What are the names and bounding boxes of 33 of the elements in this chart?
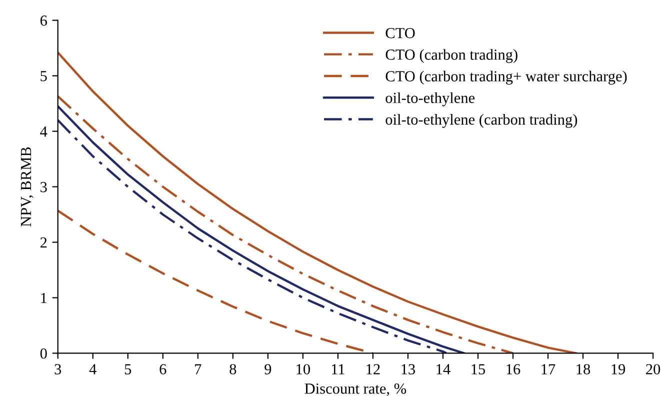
y-axis-title: NPV, BRMB [20,147,34,227]
legend-label: CTO [386,28,415,38]
y-tick-label: 4 [40,126,48,137]
x-tick-label: 12 [366,364,380,374]
x-tick-label: 8 [230,364,236,374]
x-tick-label: 9 [264,364,272,374]
x-tick-label: 17 [542,364,556,374]
legend-label: CTO (carbon trading) [386,49,518,63]
x-tick-label: 18 [576,364,590,374]
x-axis-title: Discount rate, % [304,383,406,396]
y-tick-label: 6 [40,15,47,26]
line-series [58,210,374,354]
x-tick-label: 7 [195,364,202,374]
x-tick-label: 5 [124,364,132,374]
x-tick-label: 19 [612,364,626,374]
y-tick-label: 3 [40,182,47,192]
y-tick-label: 1 [41,292,47,304]
y-tick-label: 0 [40,348,47,359]
x-tick-label: 3 [54,364,62,374]
legend-label: oil-to-ethylene (carbon trading) [386,114,578,128]
x-tick-label: 14 [436,364,450,374]
y-tick-label: 2 [40,237,47,248]
x-tick-label: 20 [646,364,660,374]
x-tick-label: 15 [472,364,486,374]
x-tick-label: 4 [89,364,96,374]
legend-label: CTO (carbon trading+ water surcharge) [386,70,627,85]
x-tick-label: 13 [402,364,415,374]
y-tick-label: 5 [40,71,47,82]
x-tick-label: 16 [506,364,520,374]
x-tick-label: 6 [160,364,166,374]
x-tick-label: 11 [332,364,344,374]
x-tick-label: 10 [296,364,310,374]
legend-label: oil-to-ethylene [386,92,475,106]
